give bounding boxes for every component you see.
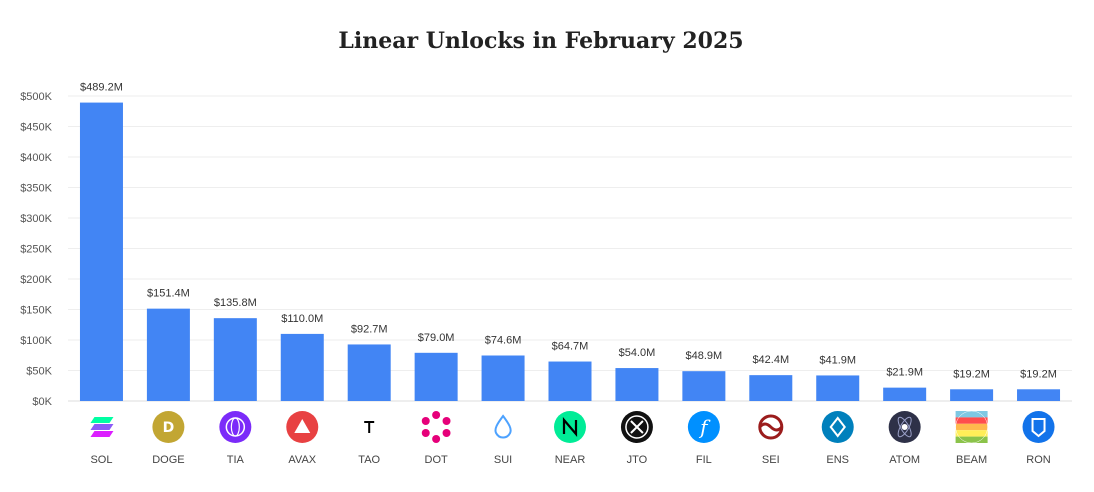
bar-atom[interactable] bbox=[883, 387, 927, 401]
tia-icon bbox=[219, 411, 252, 443]
y-tick-label: $500K bbox=[20, 91, 52, 103]
bar-fil[interactable] bbox=[682, 371, 726, 401]
beam-icon bbox=[955, 410, 988, 444]
atom-icon bbox=[888, 411, 921, 443]
data-label: $110.0M bbox=[281, 313, 323, 325]
x-tick-label: DOGE bbox=[152, 454, 184, 466]
x-tick-label: DOT bbox=[425, 454, 449, 466]
x-tick-label: BEAM bbox=[956, 454, 987, 466]
y-tick-label: $400K bbox=[20, 152, 52, 164]
x-tick-label: SUI bbox=[494, 454, 512, 466]
data-label: $54.0M bbox=[619, 347, 656, 359]
sei-icon bbox=[758, 414, 784, 440]
data-label: $19.2M bbox=[953, 368, 990, 380]
bars bbox=[79, 102, 1061, 401]
chart-title: Linear Unlocks in February 2025 bbox=[338, 28, 744, 54]
y-tick-label: $250K bbox=[20, 244, 52, 256]
tao-icon bbox=[364, 421, 375, 433]
svg-text:D: D bbox=[163, 420, 175, 436]
bar-sei[interactable] bbox=[749, 375, 793, 401]
x-tick-label: ENS bbox=[826, 454, 849, 466]
data-label: $489.2M bbox=[80, 82, 123, 94]
data-label: $48.9M bbox=[686, 350, 723, 362]
data-label: $19.2M bbox=[1020, 368, 1057, 380]
bar-sui[interactable] bbox=[481, 355, 525, 401]
data-label: $41.9M bbox=[819, 354, 856, 366]
doge-icon: D bbox=[152, 411, 185, 443]
avax-icon bbox=[286, 411, 319, 443]
bar-sol[interactable] bbox=[79, 102, 123, 401]
y-tick-label: $200K bbox=[20, 274, 52, 286]
y-axis-ticks: $0K $50K $100K $150K $200K $250K $300K $350K $40… bbox=[20, 91, 52, 408]
jto-icon bbox=[620, 411, 653, 443]
bar-jto[interactable] bbox=[615, 368, 659, 401]
bar-tao[interactable] bbox=[347, 344, 391, 401]
y-tick-label: $300K bbox=[20, 213, 52, 225]
bar-dot[interactable] bbox=[414, 352, 458, 401]
x-tick-label: TIA bbox=[227, 454, 245, 466]
ens-icon bbox=[821, 411, 854, 443]
bar-ron[interactable] bbox=[1017, 389, 1061, 401]
bar-ens[interactable] bbox=[816, 375, 860, 401]
bar-tia[interactable] bbox=[213, 318, 257, 401]
data-label: $42.4M bbox=[752, 354, 789, 366]
data-label: $64.7M bbox=[552, 341, 589, 353]
bar-doge[interactable] bbox=[146, 308, 190, 401]
x-tick-label: SOL bbox=[90, 454, 112, 466]
data-label: $79.0M bbox=[418, 332, 455, 344]
bar-near[interactable] bbox=[548, 361, 592, 401]
data-labels: $489.2M $151.4M $135.8M $110.0M $92.7M $79.0M… bbox=[80, 82, 1057, 381]
y-tick-label: $100K bbox=[20, 335, 52, 347]
x-tick-label: RON bbox=[1026, 454, 1051, 466]
y-tick-label: $150K bbox=[20, 305, 52, 317]
x-tick-label: NEAR bbox=[555, 454, 586, 466]
data-label: $151.4M bbox=[147, 288, 190, 300]
bar-avax[interactable] bbox=[280, 333, 324, 401]
data-label: $74.6M bbox=[485, 334, 522, 346]
x-tick-label: SEI bbox=[762, 454, 780, 466]
data-label: $21.9M bbox=[886, 367, 923, 379]
y-tick-label: $350K bbox=[20, 183, 52, 195]
x-tick-label: TAO bbox=[358, 454, 380, 466]
fil-icon: f bbox=[687, 411, 720, 443]
x-tick-label: ATOM bbox=[889, 454, 920, 466]
y-tick-label: $0K bbox=[32, 396, 52, 408]
x-tick-label: JTO bbox=[627, 454, 648, 466]
y-tick-label: $450K bbox=[20, 122, 52, 134]
x-tick-label: AVAX bbox=[288, 454, 316, 466]
ron-icon bbox=[1022, 411, 1055, 443]
data-label: $135.8M bbox=[214, 297, 257, 309]
bar-beam[interactable] bbox=[950, 389, 994, 401]
near-icon bbox=[554, 411, 586, 443]
category-labels: SOL DOGE TIA AVAX TAO DOT SUI NEAR JTO FIL SEI ENS A… bbox=[90, 454, 1050, 466]
sui-icon bbox=[494, 414, 512, 439]
data-label: $92.7M bbox=[351, 323, 388, 335]
dot-icon bbox=[421, 411, 451, 443]
sol-icon bbox=[90, 417, 114, 437]
x-tick-label: FIL bbox=[696, 454, 712, 466]
y-tick-label: $50K bbox=[26, 366, 52, 378]
